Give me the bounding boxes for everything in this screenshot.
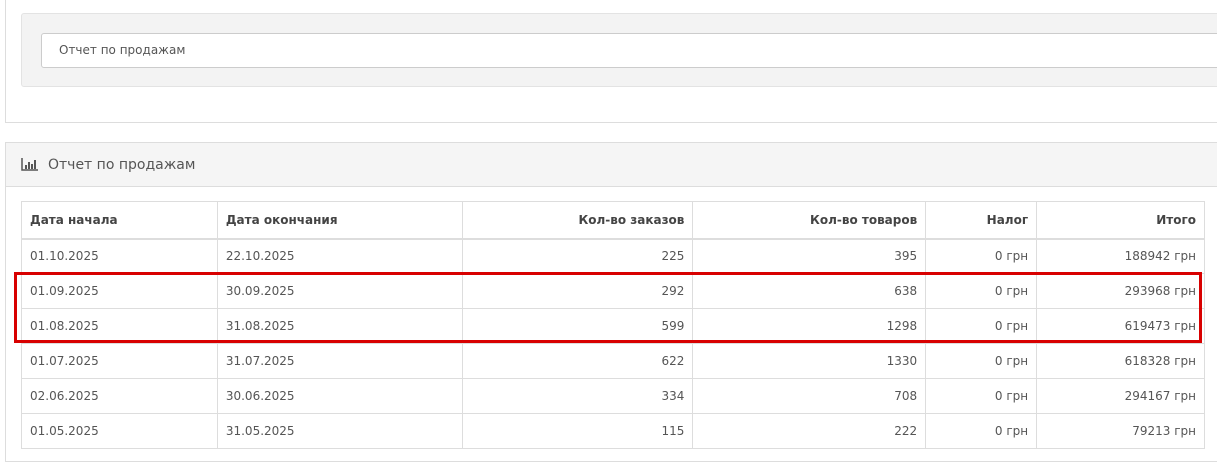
cell-products: 222 <box>692 413 927 449</box>
col-orders: Кол-во заказов <box>461 201 694 240</box>
col-tax: Налог <box>925 201 1038 240</box>
cell-tax: 0 грн <box>925 238 1038 274</box>
sales-report-table: Дата начала Дата окончания Кол-во заказо… <box>21 201 1205 449</box>
table-row: 02.06.2025 30.06.2025 334 708 0 грн 294167 гр… <box>21 378 1205 414</box>
table-row: 01.07.2025 31.07.2025 622 1330 0 грн 618328 г… <box>21 343 1205 379</box>
cell-products: 395 <box>692 238 927 274</box>
cell-products: 1330 <box>692 343 927 379</box>
cell-end-date: 31.05.2025 <box>216 413 463 449</box>
cell-tax: 0 грн <box>925 308 1038 344</box>
cell-orders: 622 <box>461 343 694 379</box>
cell-end-date: 31.07.2025 <box>216 343 463 379</box>
cell-tax: 0 грн <box>925 273 1038 309</box>
cell-total: 619473 грн <box>1036 308 1205 344</box>
filter-well: Отчет по продажам <box>21 13 1217 87</box>
cell-products: 638 <box>692 273 927 309</box>
cell-total: 618328 грн <box>1036 343 1205 379</box>
cell-total: 79213 грн <box>1036 413 1205 449</box>
table-row: 01.09.2025 30.09.2025 292 638 0 грн 293968 гр… <box>21 273 1205 309</box>
panel-title: Отчет по продажам <box>48 156 196 173</box>
bar-chart-icon <box>21 158 38 171</box>
cell-orders: 334 <box>461 378 694 414</box>
table-row: 01.08.2025 31.08.2025 599 1298 0 грн 619473 г… <box>21 308 1205 344</box>
cell-tax: 0 грн <box>925 413 1038 449</box>
col-start-date: Дата начала <box>21 201 218 240</box>
col-total: Итого <box>1036 201 1205 240</box>
report-panel: Отчет по продажам Дата начала Дата оконч… <box>5 142 1217 462</box>
table-header-row: Дата начала Дата окончания Кол-во заказо… <box>21 201 1205 240</box>
cell-total: 294167 грн <box>1036 378 1205 414</box>
cell-end-date: 30.06.2025 <box>216 378 463 414</box>
cell-orders: 225 <box>461 238 694 274</box>
cell-orders: 599 <box>461 308 694 344</box>
cell-total: 188942 грн <box>1036 238 1205 274</box>
cell-start-date: 01.08.2025 <box>21 308 218 344</box>
cell-end-date: 30.09.2025 <box>216 273 463 309</box>
cell-tax: 0 грн <box>925 343 1038 379</box>
filter-panel: Отчет по продажам <box>5 0 1217 123</box>
report-select[interactable]: Отчет по продажам <box>41 33 1217 68</box>
cell-tax: 0 грн <box>925 378 1038 414</box>
cell-start-date: 02.06.2025 <box>21 378 218 414</box>
panel-heading: Отчет по продажам <box>6 143 1217 187</box>
col-products: Кол-во товаров <box>692 201 927 240</box>
table-row: 01.05.2025 31.05.2025 115 222 0 грн 79213 грн <box>21 413 1205 449</box>
cell-end-date: 22.10.2025 <box>216 238 463 274</box>
col-end-date: Дата окончания <box>216 201 463 240</box>
cell-total: 293968 грн <box>1036 273 1205 309</box>
cell-start-date: 01.09.2025 <box>21 273 218 309</box>
cell-start-date: 01.10.2025 <box>21 238 218 274</box>
table-row: 01.10.2025 22.10.2025 225 395 0 грн 188942 гр… <box>21 238 1205 274</box>
cell-products: 1298 <box>692 308 927 344</box>
cell-end-date: 31.08.2025 <box>216 308 463 344</box>
cell-start-date: 01.05.2025 <box>21 413 218 449</box>
cell-orders: 115 <box>461 413 694 449</box>
cell-products: 708 <box>692 378 927 414</box>
cell-start-date: 01.07.2025 <box>21 343 218 379</box>
cell-orders: 292 <box>461 273 694 309</box>
